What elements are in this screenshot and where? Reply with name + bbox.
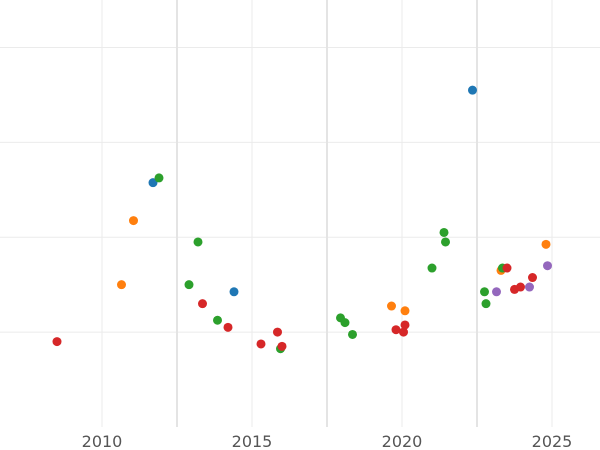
data-point-s2-1 [184, 280, 194, 290]
x-tick-label-3: 2025 [532, 432, 573, 450]
data-point-s2-0 [154, 173, 164, 183]
data-point-s2-12 [481, 299, 491, 309]
data-point-s3-7 [399, 327, 408, 337]
data-point-s2-3 [213, 315, 222, 325]
data-point-s1-3 [400, 306, 410, 316]
data-point-s3-8 [400, 320, 410, 330]
x-tick-label-0: 2010 [82, 432, 123, 450]
data-point-s3-4 [273, 327, 282, 337]
data-point-s3-6 [391, 325, 401, 335]
data-points [52, 85, 552, 354]
data-point-s2-7 [348, 329, 357, 339]
data-point-s2-6 [340, 318, 350, 328]
data-point-s0-0 [148, 178, 158, 188]
data-point-s4-1 [525, 282, 534, 292]
data-point-s0-2 [468, 85, 477, 95]
data-point-s2-9 [439, 227, 449, 237]
data-point-s3-0 [52, 337, 62, 347]
data-point-s2-2 [193, 237, 203, 247]
data-point-s4-0 [492, 287, 501, 297]
data-point-s3-3 [256, 339, 266, 349]
x-tick-label-2: 2020 [382, 432, 423, 450]
data-point-s2-10 [441, 237, 450, 247]
data-point-s3-1 [198, 299, 207, 309]
data-point-s1-2 [387, 301, 396, 311]
data-point-s4-2 [543, 261, 552, 271]
data-point-s1-5 [541, 239, 551, 249]
data-point-s0-1 [229, 287, 239, 297]
data-point-s3-12 [528, 273, 537, 283]
x-tick-label-1: 2015 [232, 432, 273, 450]
data-point-s1-0 [117, 280, 126, 290]
data-point-s2-11 [480, 287, 489, 297]
data-point-s1-1 [129, 216, 138, 226]
data-point-s3-5 [277, 341, 287, 351]
data-point-s3-9 [502, 263, 512, 273]
data-point-s3-11 [516, 282, 525, 292]
data-point-s2-8 [427, 263, 437, 273]
grid [0, 0, 600, 427]
x-axis-tick-labels: 2010 2015 2020 2025 [82, 432, 573, 450]
data-point-s3-2 [223, 322, 233, 332]
